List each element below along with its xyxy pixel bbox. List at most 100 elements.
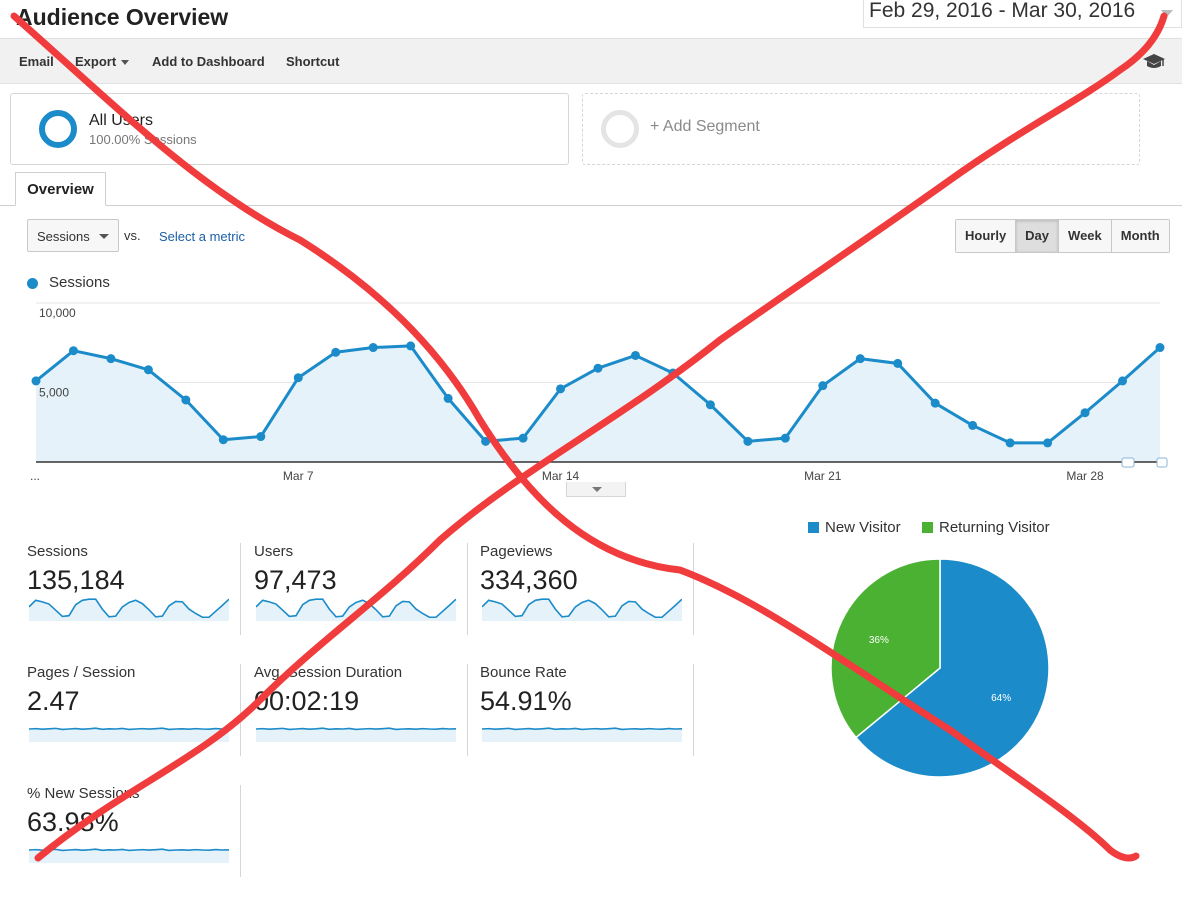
select-metric-link[interactable]: Select a metric: [159, 229, 245, 244]
shortcut-button[interactable]: Shortcut: [286, 54, 340, 69]
graduation-cap-icon[interactable]: [1142, 53, 1166, 71]
report-toolbar: Email Export Add to Dashboard Shortcut: [0, 38, 1182, 84]
sessions-point: [31, 376, 41, 386]
chart-collapse-handle[interactable]: [566, 482, 626, 497]
sessions-point: [1118, 376, 1128, 386]
metric-label: % New Sessions: [27, 785, 140, 802]
sessions-point: [181, 395, 191, 405]
metric-label: Pageviews: [480, 543, 553, 560]
sessions-point: [930, 398, 940, 408]
sparkline-line: [256, 727, 456, 731]
sessions-point: [106, 354, 116, 364]
sessions-point: [143, 365, 153, 375]
pie-data-label: 36%: [869, 635, 889, 646]
period-hourly-button[interactable]: Hourly: [956, 220, 1017, 252]
x-tick-label: ...: [30, 469, 40, 483]
sparkline-line: [482, 727, 682, 731]
vs-label: vs.: [124, 228, 141, 243]
sessions-point: [218, 435, 228, 445]
chevron-down-icon: [592, 487, 602, 492]
pie-legend-label: Returning Visitor: [939, 519, 1050, 536]
sparkline-line: [29, 727, 229, 731]
metric-card-bounce-rate[interactable]: Bounce Rate 54.91%: [480, 664, 694, 756]
chevron-down-icon: [1161, 10, 1173, 17]
sessions-point: [256, 432, 266, 442]
metric-value: 2.47: [27, 686, 80, 716]
period-day-button[interactable]: Day: [1016, 220, 1060, 252]
metric-card-pages-per-session[interactable]: Pages / Session 2.47: [27, 664, 241, 756]
sessions-legend-label: Sessions: [49, 274, 110, 291]
date-range-picker[interactable]: Feb 29, 2016 - Mar 30, 2016: [863, 0, 1182, 28]
metric-label: Sessions: [27, 543, 88, 560]
sparkline-area: [256, 728, 456, 742]
returning-visitor-swatch: [922, 522, 933, 533]
sessions-point: [331, 347, 341, 357]
y-tick-label: 10,000: [39, 306, 76, 320]
sparkline-area: [482, 728, 682, 742]
tab-divider: [0, 205, 1182, 206]
metric-label: Bounce Rate: [480, 664, 567, 681]
metric-sparkline: [29, 848, 229, 863]
metric-sparkline: [256, 727, 456, 742]
metric-select-value: Sessions: [37, 229, 90, 244]
x-tick-label: Mar 28: [1066, 469, 1104, 483]
sessions-point: [1080, 408, 1090, 418]
sessions-point: [406, 341, 416, 351]
add-to-dashboard-button[interactable]: Add to Dashboard: [152, 54, 265, 69]
new-visitor-swatch: [808, 522, 819, 533]
pie-legend-returning-visitor[interactable]: Returning Visitor: [922, 519, 1050, 536]
page-title: Audience Overview: [16, 4, 229, 30]
chevron-down-icon: [121, 60, 130, 66]
sessions-legend-dot: [27, 278, 38, 289]
segment-placeholder-icon: [601, 110, 639, 148]
metric-select[interactable]: Sessions: [27, 219, 119, 252]
metric-sparkline: [29, 598, 229, 621]
add-segment-label: + Add Segment: [650, 118, 760, 135]
metric-card-sessions[interactable]: Sessions 135,184: [27, 543, 241, 635]
sessions-point: [556, 384, 566, 394]
sessions-point: [1155, 343, 1165, 353]
export-button[interactable]: Export: [75, 54, 130, 69]
metric-sparkline: [256, 598, 456, 621]
period-month-button[interactable]: Month: [1111, 220, 1169, 252]
sessions-point: [1005, 438, 1015, 448]
sessions-point: [518, 433, 528, 443]
sparkline-line: [29, 848, 229, 852]
sessions-point: [593, 363, 603, 373]
sessions-point: [855, 354, 865, 364]
email-button[interactable]: Email: [19, 54, 54, 69]
segment-ring-icon: [39, 110, 77, 148]
metric-value: 334,360: [480, 565, 578, 595]
sessions-point: [630, 350, 640, 360]
segment-name: All Users: [89, 112, 154, 129]
period-week-button[interactable]: Week: [1059, 220, 1112, 252]
annotation-marker-icon: [1121, 457, 1135, 468]
y-tick-label: 5,000: [39, 386, 69, 400]
add-segment-button[interactable]: + Add Segment: [582, 93, 1140, 165]
metric-sparkline: [482, 598, 682, 621]
pie-legend-label: New Visitor: [825, 519, 901, 536]
x-tick-label: Mar 7: [283, 469, 314, 483]
metric-card-pageviews[interactable]: Pageviews 334,360: [480, 543, 694, 635]
segment-all-users[interactable]: All Users 100.00% Sessions: [10, 93, 569, 165]
sessions-area: [36, 345, 1160, 462]
metric-card-users[interactable]: Users 97,473: [254, 543, 468, 635]
metric-sparkline: [482, 727, 682, 742]
metric-value: 54.91%: [480, 686, 572, 716]
x-tick-label: Mar 21: [804, 469, 842, 483]
visitor-type-pie-chart: 64% 36%: [830, 558, 1050, 778]
sparkline-area: [29, 728, 229, 742]
metric-label: Users: [254, 543, 294, 560]
metric-card-avg-session-duration[interactable]: Avg. Session Duration 00:02:19: [254, 664, 468, 756]
sessions-point: [368, 343, 378, 353]
metric-value: 97,473: [254, 565, 337, 595]
sessions-point: [743, 436, 753, 446]
pie-data-label: 64%: [991, 693, 1011, 704]
sessions-point: [818, 381, 828, 391]
tab-overview[interactable]: Overview: [15, 172, 106, 206]
metric-sparkline: [29, 727, 229, 742]
sessions-point: [668, 368, 678, 378]
metric-card-new-sessions[interactable]: % New Sessions 63.98%: [27, 785, 241, 877]
metric-value: 135,184: [27, 565, 125, 595]
pie-legend-new-visitor[interactable]: New Visitor: [808, 519, 901, 536]
